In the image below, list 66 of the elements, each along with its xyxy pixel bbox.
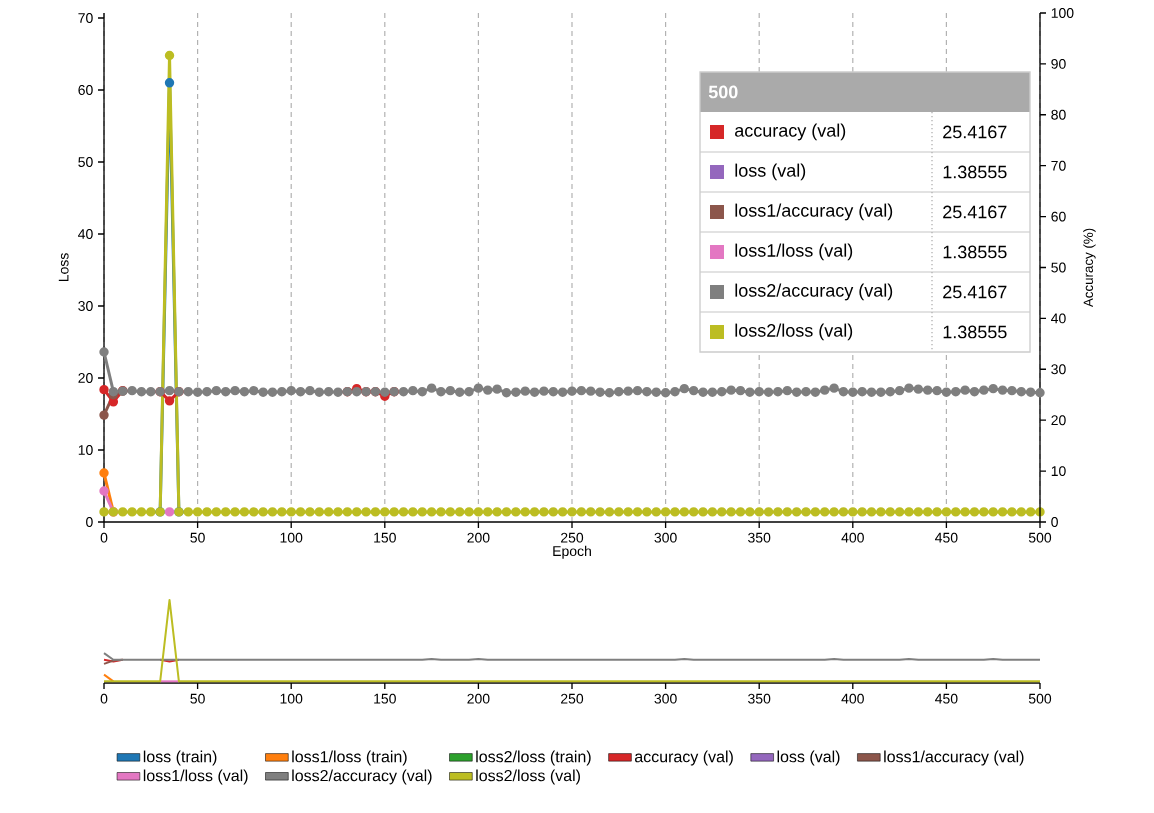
y-tick-label: 10 — [78, 445, 93, 455]
y2-tick-label: 20 — [1051, 415, 1066, 426]
legend-label: loss2/loss (train) — [476, 750, 591, 766]
x-tick-label: 200 — [467, 532, 490, 543]
x-tick-label: 400 — [841, 532, 864, 543]
y-axis-title: Loss — [58, 253, 69, 282]
legend-label: loss1/loss (train) — [292, 750, 407, 766]
x-tick-label: 100 — [280, 532, 303, 543]
annotation: loss2/accuracy (val) — [735, 283, 893, 301]
y-tick-label: 30 — [78, 301, 93, 311]
y-tick-label: 40 — [78, 229, 93, 239]
x-tick-label: 450 — [935, 693, 958, 704]
legend-label: loss (train) — [143, 750, 217, 766]
legend-label: accuracy (val) — [634, 750, 733, 766]
x-tick-label: 450 — [935, 532, 958, 543]
y2-tick-label: 40 — [1051, 313, 1066, 324]
annotation: loss2/loss (val) — [735, 323, 853, 341]
y2-tick-label: 0 — [1051, 517, 1058, 527]
legend-label: loss (val) — [777, 750, 840, 766]
x-tick-label: 300 — [654, 532, 677, 543]
y2-tick-label: 50 — [1051, 262, 1066, 273]
x-tick-label: 150 — [374, 693, 396, 704]
y2-tick-label: 10 — [1051, 466, 1066, 477]
x-axis-title: Epoch — [553, 545, 591, 559]
y2-tick-label: 70 — [1051, 160, 1066, 171]
x-tick-label: 350 — [748, 693, 771, 704]
annotation: 25.4167 — [943, 205, 1007, 219]
annotation: loss1/accuracy (val) — [735, 203, 893, 221]
annotation: 1.38555 — [943, 245, 1007, 259]
y-tick-label: 70 — [78, 13, 93, 23]
annotation: 500 — [708, 85, 738, 99]
y2-tick-label: 100 — [1051, 8, 1074, 18]
x-tick-label: 500 — [1028, 532, 1052, 543]
y-tick-label: 60 — [78, 85, 93, 95]
legend-label: loss2/accuracy (val) — [292, 769, 432, 785]
y-tick-label: 50 — [78, 157, 93, 167]
x-tick-label: 150 — [374, 532, 396, 543]
x-tick-label: 400 — [841, 693, 864, 704]
x-tick-label: 100 — [280, 693, 303, 704]
y-tick-label: 0 — [86, 517, 93, 527]
annotation: accuracy (val) — [735, 123, 846, 141]
x-tick-label: 250 — [561, 532, 584, 543]
x-tick-label: 300 — [654, 693, 677, 704]
x-tick-label: 50 — [190, 693, 205, 704]
x-tick-label: 500 — [1028, 693, 1052, 704]
y2-axis-title: Accuracy (%) — [1083, 228, 1096, 308]
x-tick-label: 0 — [100, 693, 108, 704]
legend-label: loss1/accuracy (val) — [884, 750, 1024, 766]
legend-label: loss2/loss (val) — [476, 769, 580, 785]
x-tick-label: 0 — [100, 532, 108, 543]
y2-tick-label: 30 — [1051, 364, 1066, 375]
y-tick-label: 20 — [78, 373, 93, 383]
y2-tick-label: 90 — [1051, 58, 1066, 69]
y2-tick-label: 80 — [1051, 109, 1066, 120]
x-tick-label: 200 — [467, 693, 490, 704]
x-tick-label: 350 — [748, 532, 771, 543]
annotation: loss (val) — [735, 163, 806, 181]
annotation: loss1/loss (val) — [735, 243, 853, 261]
annotation: 1.38555 — [943, 165, 1007, 179]
x-tick-label: 50 — [190, 532, 205, 543]
annotation: 25.4167 — [943, 125, 1007, 139]
y2-tick-label: 60 — [1051, 211, 1066, 222]
legend-label: loss1/loss (val) — [143, 769, 248, 785]
annotation: 1.38555 — [943, 325, 1007, 339]
annotation: 25.4167 — [943, 285, 1007, 299]
x-tick-label: 250 — [561, 693, 584, 704]
